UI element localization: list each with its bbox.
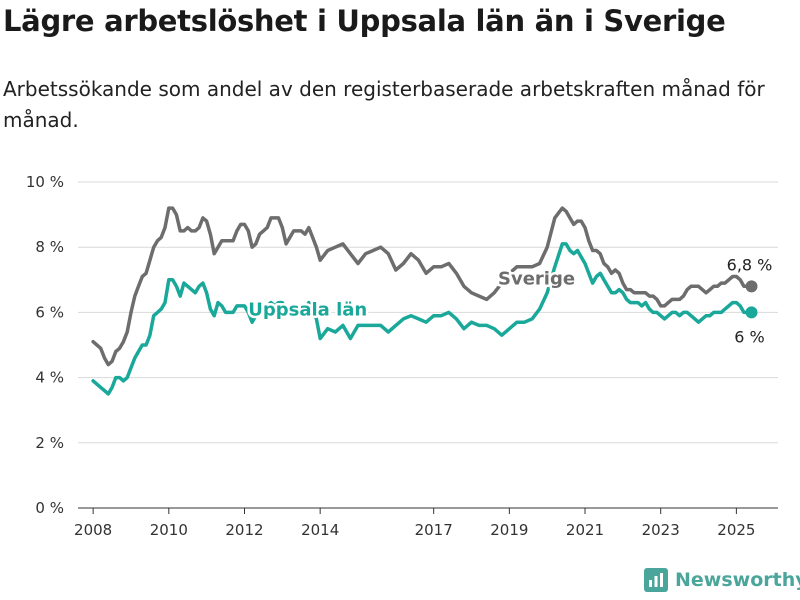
y-tick-label: 4 % [35, 369, 64, 387]
x-tick-label: 2012 [225, 521, 263, 539]
series-line-uppsala-lan [91, 242, 754, 396]
x-tick-label: 2014 [301, 521, 339, 539]
y-tick-label: 10 % [26, 173, 64, 191]
y-tick-label: 0 % [35, 499, 64, 517]
labels-layer: 6,8 % Sverige 6 % Uppsala län [246, 255, 773, 346]
end-point-marker [745, 280, 758, 293]
x-tick-label: 2010 [150, 521, 188, 539]
end-value-label: 6 % [734, 327, 764, 346]
y-axis: 0 % 2 % 4 % 6 % 8 % 10 % [26, 173, 64, 517]
brand-name: Newsworthy [675, 569, 800, 591]
x-axis: 2008 2010 2012 2014 2017 2019 2021 2023 2025 [74, 508, 755, 539]
x-tick-label: 2025 [717, 521, 755, 539]
y-tick-label: 2 % [35, 434, 64, 452]
x-tick-label: 2008 [74, 521, 112, 539]
series-layer [91, 206, 758, 396]
y-tick-label: 8 % [35, 238, 64, 256]
grid-lines [78, 181, 778, 509]
x-tick-label: 2021 [566, 521, 604, 539]
chart-subtitle: Arbetssökande som andel av den registerb… [3, 77, 765, 132]
y-tick-label: 6 % [35, 303, 64, 321]
brand-logo: Newsworthy [644, 568, 800, 592]
series-label: Sverige [498, 269, 575, 290]
x-tick-label: 2023 [642, 521, 680, 539]
x-tick-label: 2019 [490, 521, 528, 539]
x-tick-label: 2017 [415, 521, 453, 539]
series-line-sverige [91, 206, 754, 367]
newsworthy-logo-icon [644, 568, 668, 592]
chart-title: Lägre arbetslöshet i Uppsala län än i Sv… [3, 4, 726, 38]
series-label: Uppsala län [248, 300, 367, 321]
end-point-marker [745, 306, 758, 319]
line-chart: 0 % 2 % 4 % 6 % 8 % 10 % 2008 2010 2012 2014 2017… [26, 173, 778, 539]
end-value-label: 6,8 % [727, 255, 773, 274]
